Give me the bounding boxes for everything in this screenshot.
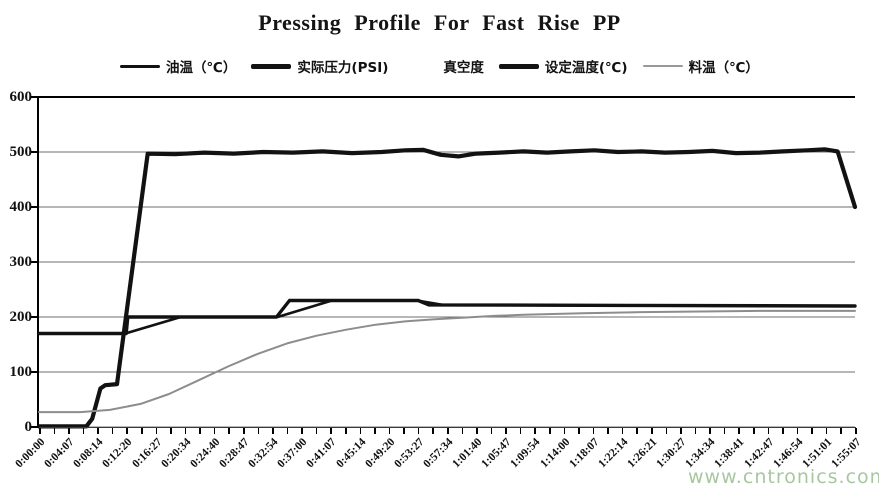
x-axis-tick [345, 428, 347, 434]
y-axis-tick [31, 151, 39, 153]
x-axis-tick [417, 428, 420, 434]
legend-label-material-temp: 料温（℃） [688, 60, 759, 76]
x-axis-tick [636, 428, 638, 434]
x-axis-tick [68, 428, 70, 434]
y-axis-tick [31, 371, 39, 373]
x-axis-tick [155, 428, 158, 434]
x-axis-tick [767, 428, 770, 434]
y-axis-tick [31, 261, 39, 263]
y-axis-tick [31, 426, 39, 428]
x-axis-tick [315, 428, 318, 434]
x-axis-tick [359, 428, 362, 434]
x-axis-tick [213, 428, 216, 434]
x-axis-tick [111, 428, 114, 434]
y-axis-tick [31, 316, 39, 318]
x-axis-tick [126, 428, 128, 434]
x-axis-tick [272, 428, 274, 434]
x-axis-tick [811, 428, 813, 434]
x-axis-tick [578, 428, 580, 434]
legend-line-sample-actual-pressure [251, 63, 292, 69]
legend-item-material-temp: 料温（℃） [642, 56, 759, 76]
legend-item-vacuum: 真空度 [403, 56, 484, 76]
x-axis-tick [141, 428, 143, 434]
chart-title: Pressing Profile For Fast Rise PP [258, 10, 621, 35]
y-axis-label: 100 [9, 364, 33, 380]
y-axis-label: 500 [9, 144, 33, 160]
legend-item-set-temp: 设定温度(℃) [498, 56, 628, 76]
x-axis-tick [243, 428, 245, 434]
legend-line-sample-material-temp [642, 64, 683, 68]
x-axis-tick [257, 428, 260, 434]
legend-line-sample-vacuum [403, 66, 437, 67]
x-axis-tick [476, 428, 478, 434]
x-axis-tick [388, 428, 391, 434]
x-axis-line [37, 427, 856, 428]
y-axis-label: 0 [24, 419, 33, 435]
x-axis-tick [490, 428, 493, 434]
x-axis-tick [301, 428, 303, 434]
x-axis-tick [825, 428, 828, 434]
legend: 油温（℃） 实际压力(PSI) 真空度 设定温度(℃) 料温（℃） [0, 56, 879, 76]
x-axis-tick [374, 428, 376, 434]
y-axis-label: 600 [9, 89, 33, 105]
y-axis-tick [31, 206, 39, 208]
x-axis-tick [694, 428, 697, 434]
x-axis-tick [505, 428, 507, 434]
series-line-actual-pressure [36, 147, 858, 429]
x-axis-tick [184, 428, 187, 434]
x-axis-tick [753, 428, 755, 434]
legend-label-oil-temp: 油温（℃） [166, 60, 237, 76]
legend-label-actual-pressure: 实际压力(PSI) [297, 60, 389, 76]
x-axis-tick [228, 428, 230, 434]
y-axis-tick [31, 96, 39, 98]
x-axis-tick [330, 428, 332, 434]
x-axis-tick [97, 428, 99, 434]
legend-label-vacuum: 真空度 [443, 60, 484, 76]
x-axis-tick [53, 428, 56, 434]
x-axis-tick [840, 428, 842, 434]
x-axis-tick [680, 428, 682, 434]
legend-item-actual-pressure: 实际压力(PSI) [251, 56, 388, 76]
x-axis-tick [432, 428, 434, 434]
x-axis-tick [82, 428, 85, 434]
x-axis-tick [709, 428, 711, 434]
x-axis-tick [592, 428, 595, 434]
x-axis-tick [170, 428, 172, 434]
x-axis-tick [796, 428, 799, 434]
x-axis-tick [286, 428, 289, 434]
watermark: www.cntronics.com [688, 466, 879, 488]
x-axis-tick [621, 428, 624, 434]
x-axis-tick [563, 428, 566, 434]
x-axis-tick [738, 428, 740, 434]
x-axis-tick [855, 428, 857, 434]
legend-item-oil-temp: 油温（℃） [120, 56, 236, 76]
plot-area [36, 96, 858, 429]
x-axis-tick [651, 428, 653, 434]
x-axis-tick [607, 428, 609, 434]
x-axis-tick [519, 428, 522, 434]
legend-label-set-temp: 设定温度(℃) [544, 60, 628, 76]
x-axis-tick [782, 428, 784, 434]
legend-line-sample-oil-temp [120, 64, 161, 68]
series-line-set-temp [37, 298, 857, 336]
x-axis-tick [199, 428, 201, 434]
series-line-material-temp [38, 309, 856, 414]
y-axis-label: 400 [9, 199, 33, 215]
x-axis-tick [403, 428, 405, 434]
x-axis-tick [549, 428, 551, 434]
y-axis-label: 300 [9, 254, 33, 270]
x-axis-tick [39, 428, 41, 434]
x-axis-tick [665, 428, 668, 434]
legend-line-sample-set-temp [498, 63, 539, 69]
x-axis-tick [461, 428, 464, 434]
x-axis-tick [447, 428, 449, 434]
x-axis-tick [723, 428, 726, 434]
y-axis-label: 200 [9, 309, 33, 325]
x-axis-tick [534, 428, 536, 434]
